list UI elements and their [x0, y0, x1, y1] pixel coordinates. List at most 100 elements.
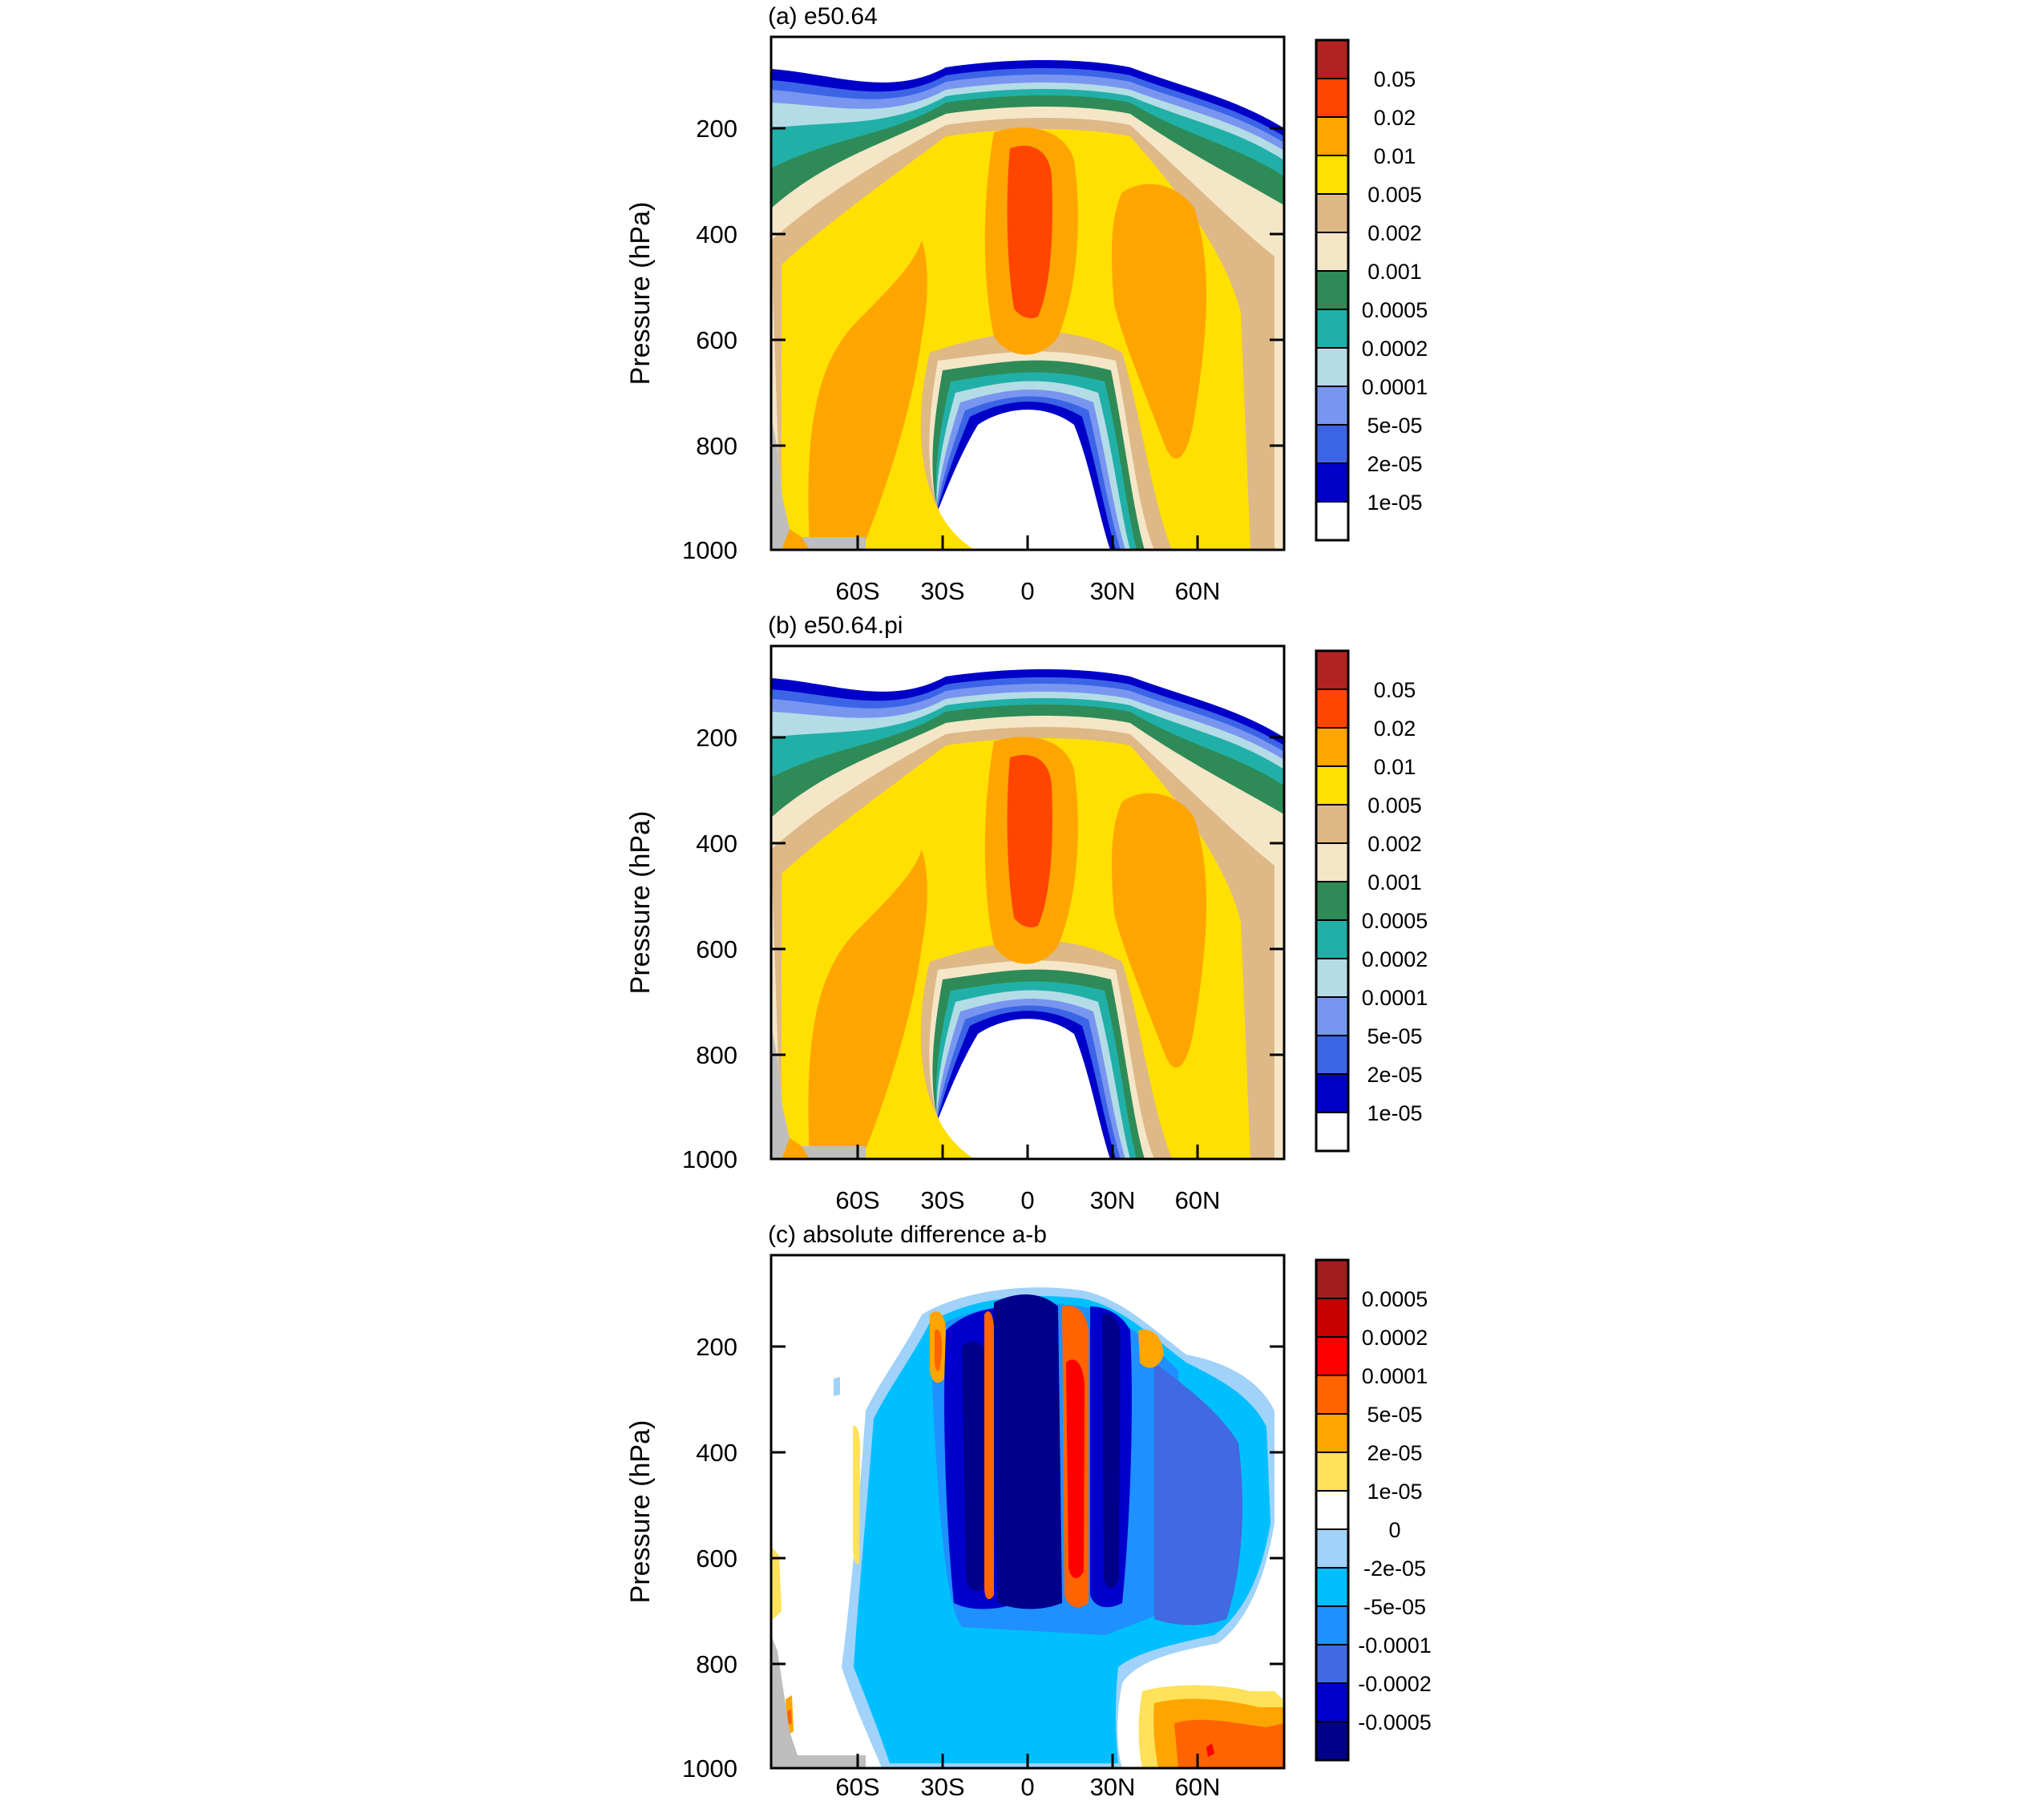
colorbar-label: 0.002	[1367, 832, 1422, 856]
contour-fill	[993, 1294, 1062, 1609]
colorbar-label: 2e-05	[1367, 452, 1422, 476]
colorbar-swatch	[1315, 650, 1349, 690]
colorbar-label: 1e-05	[1367, 1480, 1422, 1504]
contour-fill	[771, 1635, 866, 1768]
colorbar-label: 0.0001	[1362, 375, 1428, 399]
colorbar-swatch	[1315, 270, 1349, 310]
y-tick-label: 200	[696, 115, 737, 143]
colorbar-swatch	[1315, 1682, 1349, 1722]
colorbar-swatch	[1315, 347, 1349, 387]
colorbar-swatch	[1315, 116, 1349, 156]
colorbar-label: 0.0002	[1362, 947, 1428, 971]
contour-fill	[808, 240, 927, 550]
x-tick-label: 30S	[920, 577, 964, 605]
colorbar-label: 1e-05	[1367, 491, 1422, 515]
contour-fill	[771, 1547, 782, 1619]
colorbar-swatch	[1315, 727, 1349, 767]
colorbar-label: 0.0001	[1362, 986, 1428, 1010]
colorbar-label: 0.0002	[1362, 337, 1428, 361]
colorbar-label: 5e-05	[1367, 1024, 1422, 1048]
colorbar: 0.05 0.02 0.01 0.005 0.002 0.001 0.0005 0.0002 0…	[1315, 38, 1428, 542]
y-tick-label: 400	[696, 1439, 737, 1467]
colorbar-frame	[1315, 38, 1350, 542]
colorbar-swatch	[1315, 1452, 1349, 1492]
contour-field	[771, 1255, 1284, 1768]
contour-fill	[771, 1026, 866, 1159]
panel-title: (a) e50.64	[768, 3, 878, 30]
colorbar-label: 0.0002	[1362, 1326, 1428, 1350]
contour-fill	[1206, 1743, 1214, 1757]
contour-fill	[1112, 184, 1206, 459]
colorbar-label: 0.002	[1367, 221, 1422, 245]
colorbar-swatch	[1315, 996, 1349, 1036]
y-tick-label: 800	[696, 1041, 737, 1069]
colorbar-label: 1e-05	[1367, 1101, 1422, 1125]
y-tick-label: 200	[696, 724, 737, 752]
colorbar-swatch	[1315, 842, 1349, 882]
panel-a: (a) e50.64	[625, 3, 1428, 605]
colorbar-swatch	[1315, 424, 1349, 464]
colorbar-label: 0.0005	[1362, 298, 1428, 322]
colorbar-swatch	[1315, 1528, 1349, 1569]
colorbar-swatch	[1315, 232, 1349, 272]
x-ticks	[856, 535, 1199, 550]
colorbar-swatch	[1315, 1336, 1349, 1376]
colorbar: 0.0005 0.0002 0.0001 5e-05 2e-05 1e-05 0 -2e-05…	[1315, 1258, 1432, 1762]
colorbar-swatch	[1315, 919, 1349, 959]
y-axis-label: Pressure (hPa)	[625, 1420, 656, 1604]
colorbar-label: 0.02	[1374, 106, 1416, 130]
x-tick-label: 30S	[920, 1186, 964, 1214]
colorbar-swatch	[1315, 1490, 1349, 1530]
colorbar-swatch	[1315, 1605, 1349, 1645]
y-axis-label: Pressure (hPa)	[625, 811, 656, 995]
contour-fill	[782, 529, 810, 550]
contour-fill	[808, 850, 927, 1159]
colorbar-swatch	[1315, 501, 1349, 541]
colorbar-swatch	[1315, 309, 1349, 349]
colorbar-swatch	[1315, 1298, 1349, 1338]
contour-fill	[1007, 145, 1052, 318]
y-tick-label: 200	[696, 1333, 737, 1361]
colorbar: 0.05 0.02 0.01 0.005 0.002 0.001 0.0005 0.0002 0…	[1315, 649, 1428, 1153]
x-tick-label: 30N	[1090, 1186, 1136, 1214]
colorbar-swatch	[1315, 1035, 1349, 1075]
colorbar-swatch	[1315, 1073, 1349, 1113]
contour-field	[771, 37, 1284, 550]
contour-fill	[853, 1426, 861, 1565]
colorbar-label: 0.005	[1367, 793, 1422, 818]
contour-fill	[1174, 1719, 1284, 1768]
colorbar-swatch	[1315, 1375, 1349, 1415]
contour-fill	[984, 1311, 994, 1600]
colorbar-swatch	[1315, 1259, 1349, 1299]
colorbar-swatch	[1315, 765, 1349, 806]
colorbar-frame	[1315, 649, 1350, 1153]
x-tick-label: 60S	[835, 577, 879, 605]
panel-title: (c) absolute difference a-b	[768, 1221, 1047, 1248]
y-ticks	[771, 1345, 1284, 1666]
y-ticks	[771, 736, 1284, 1056]
contour-fill	[1138, 1329, 1164, 1368]
colorbar-label: 0.0005	[1362, 909, 1428, 933]
x-tick-label: 30N	[1090, 577, 1136, 605]
contour-field	[771, 646, 1284, 1159]
contour-fill	[1112, 793, 1206, 1068]
colorbar-swatch	[1315, 386, 1349, 426]
colorbar-swatch	[1315, 1644, 1349, 1684]
contour-fill	[834, 1377, 840, 1396]
colorbar-label: 0.0005	[1362, 1287, 1428, 1311]
colorbar-label: 5e-05	[1367, 414, 1422, 438]
x-tick-label: 0	[1020, 1186, 1034, 1214]
colorbar-label: 0.001	[1367, 870, 1422, 894]
y-tick-label: 1000	[682, 536, 737, 564]
colorbar-label: -2e-05	[1363, 1557, 1426, 1581]
colorbar-swatch	[1315, 1721, 1349, 1761]
x-tick-label: 60S	[835, 1186, 879, 1214]
colorbar-label: 0.01	[1374, 755, 1416, 779]
x-tick-label: 60N	[1175, 577, 1221, 605]
colorbar-label: 0	[1388, 1518, 1400, 1542]
contour-fill	[1154, 1363, 1242, 1625]
x-tick-label: 0	[1020, 577, 1034, 605]
colorbar-swatch	[1315, 881, 1349, 921]
colorbar-swatch	[1315, 804, 1349, 844]
